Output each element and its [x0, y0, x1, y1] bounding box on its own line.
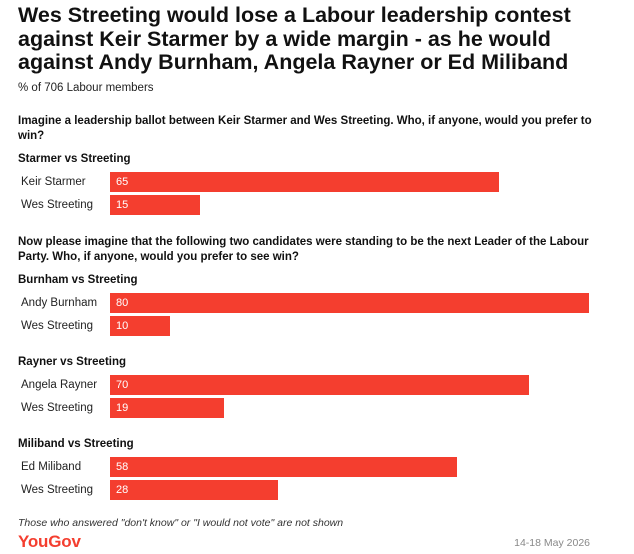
- fieldwork-date: 14-18 May 2026: [514, 537, 590, 549]
- bar-label: Wes Streeting: [21, 484, 94, 496]
- bar-label: Wes Streeting: [21, 402, 94, 414]
- group-title: Rayner vs Streeting: [18, 356, 127, 368]
- bar-label: Angela Rayner: [21, 379, 98, 391]
- chart-subtitle: % of 706 Labour members: [18, 82, 154, 94]
- bar-row: Angela Rayner 70: [0, 375, 634, 395]
- bar-label: Wes Streeting: [21, 320, 94, 332]
- bar-value-label: 10: [116, 320, 129, 332]
- question-text-1: Imagine a leadership ballot between Keir…: [18, 115, 592, 142]
- bar-label: Andy Burnham: [21, 297, 98, 309]
- question-text-2: Now please imagine that the following tw…: [18, 236, 589, 263]
- group-title: Burnham vs Streeting: [18, 274, 138, 286]
- bar-value-label: 19: [116, 402, 129, 414]
- bar: 70: [110, 375, 529, 395]
- bar-value-label: 80: [116, 297, 129, 309]
- bar-row: Keir Starmer 65: [0, 172, 634, 192]
- bar: 28: [110, 480, 278, 500]
- bar-row: Wes Streeting 19: [0, 398, 634, 418]
- group-title: Starmer vs Streeting: [18, 153, 131, 165]
- bar: 65: [110, 172, 499, 192]
- bar-row: Wes Streeting 28: [0, 480, 634, 500]
- bar-value-label: 28: [116, 484, 129, 496]
- bar-value-label: 70: [116, 379, 129, 391]
- bar-label: Ed Miliband: [21, 461, 82, 473]
- bar: 19: [110, 398, 224, 418]
- footnote: Those who answered "don't know" or "I wo…: [18, 517, 344, 529]
- bar-value-label: 58: [116, 461, 129, 473]
- bar-label: Keir Starmer: [21, 176, 86, 188]
- chart-title: Wes Streeting would lose a Labour leader…: [18, 3, 571, 74]
- bar: 58: [110, 457, 457, 477]
- bar-row: Wes Streeting 10: [0, 316, 634, 336]
- bar: 15: [110, 195, 200, 215]
- bar-value-label: 15: [116, 199, 129, 211]
- yougov-logo: YouGov: [18, 532, 81, 551]
- bar: 10: [110, 316, 170, 336]
- bar-row: Andy Burnham 80: [0, 293, 634, 313]
- bar-row: Ed Miliband 58: [0, 457, 634, 477]
- bar: 80: [110, 293, 589, 313]
- bar-row: Wes Streeting 15: [0, 195, 634, 215]
- group-title: Miliband vs Streeting: [18, 438, 134, 450]
- bar-label: Wes Streeting: [21, 199, 94, 211]
- bar-value-label: 65: [116, 176, 129, 188]
